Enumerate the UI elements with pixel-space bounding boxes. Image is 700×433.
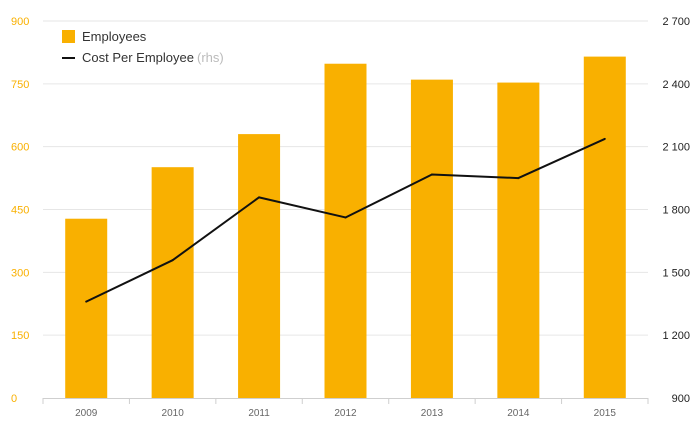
line-point-2011 <box>258 196 261 199</box>
right-tick-label: 1 200 <box>662 330 690 342</box>
line-point-2010 <box>171 259 174 262</box>
left-tick-label: 750 <box>11 79 29 91</box>
legend: Employees Cost Per Employee (rhs) <box>62 26 224 68</box>
bar-2015 <box>583 56 626 398</box>
line-point-2013 <box>430 173 433 176</box>
legend-item-employees: Employees <box>62 26 224 47</box>
line-point-2015 <box>603 137 606 140</box>
line-point-2012 <box>344 216 347 219</box>
x-tick-label: 2012 <box>334 408 357 419</box>
bar-2009 <box>65 218 108 398</box>
x-tick-label: 2011 <box>248 408 270 419</box>
right-y-axis: 900 1 200 1 500 1 800 2 100 2 400 2 700 <box>662 16 690 405</box>
right-tick-label: 2 400 <box>662 79 690 91</box>
legend-rhs-note: (rhs) <box>197 50 224 65</box>
left-tick-label: 150 <box>11 330 29 342</box>
bar-2013 <box>410 79 453 399</box>
x-tick-label: 2010 <box>162 408 185 419</box>
right-tick-label: 1 800 <box>662 205 690 217</box>
x-tick-label: 2009 <box>75 408 98 419</box>
legend-label-employees: Employees <box>82 29 147 44</box>
left-tick-label: 0 <box>11 393 17 405</box>
left-tick-label: 600 <box>11 142 29 154</box>
line-point-2014 <box>517 177 520 180</box>
x-axis: 2009 2010 2011 2012 2013 2014 2015 <box>42 398 649 419</box>
line-point-2009 <box>85 300 88 303</box>
legend-item-cost: Cost Per Employee (rhs) <box>62 47 224 68</box>
bar-2014 <box>497 82 540 399</box>
legend-label-cost: Cost Per Employee <box>82 50 194 65</box>
right-tick-label: 2 100 <box>662 142 690 154</box>
right-tick-label: 900 <box>672 393 690 405</box>
x-tick-label: 2015 <box>594 408 617 419</box>
right-tick-label: 1 500 <box>662 267 690 279</box>
bar-2010 <box>151 167 194 398</box>
left-tick-label: 300 <box>11 267 29 279</box>
x-tick-label: 2014 <box>507 408 530 419</box>
left-tick-label: 450 <box>11 205 29 217</box>
bar-series-employees <box>65 56 626 399</box>
x-tick-label: 2013 <box>421 408 444 419</box>
legend-swatch-employees <box>62 30 75 43</box>
bar-2012 <box>324 63 367 399</box>
bar-2011 <box>238 134 281 398</box>
left-tick-label: 900 <box>11 16 29 28</box>
right-tick-label: 2 700 <box>662 16 690 28</box>
left-y-axis: 0 150 300 450 600 750 900 <box>11 16 29 405</box>
legend-swatch-cost <box>62 56 75 59</box>
line-series-cost-per-employee <box>85 137 606 303</box>
